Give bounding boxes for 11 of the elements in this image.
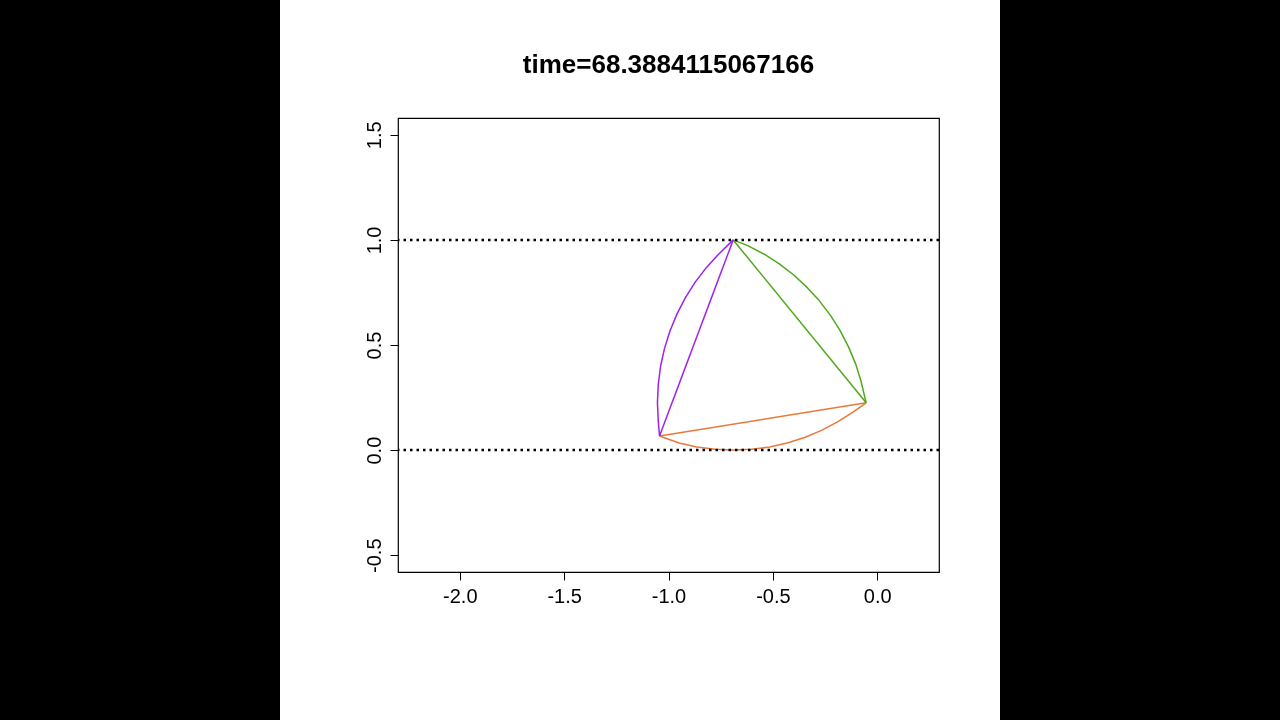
x-tick-label: -2.0 bbox=[443, 584, 478, 607]
y-tick-label: 1.5 bbox=[362, 121, 385, 150]
x-tick-label: 0.0 bbox=[863, 584, 892, 607]
y-tick-label: 1.0 bbox=[362, 226, 385, 255]
chart-title: time=68.3884115067166 bbox=[522, 49, 815, 79]
y-tick-label: 0.5 bbox=[362, 331, 385, 360]
x-tick-label: -0.5 bbox=[756, 584, 791, 607]
x-tick-label: -1.0 bbox=[651, 584, 687, 607]
x-tick-label: -1.5 bbox=[547, 584, 582, 607]
y-tick-label: -0.5 bbox=[362, 538, 385, 573]
y-tick-label: 0.0 bbox=[362, 436, 385, 465]
